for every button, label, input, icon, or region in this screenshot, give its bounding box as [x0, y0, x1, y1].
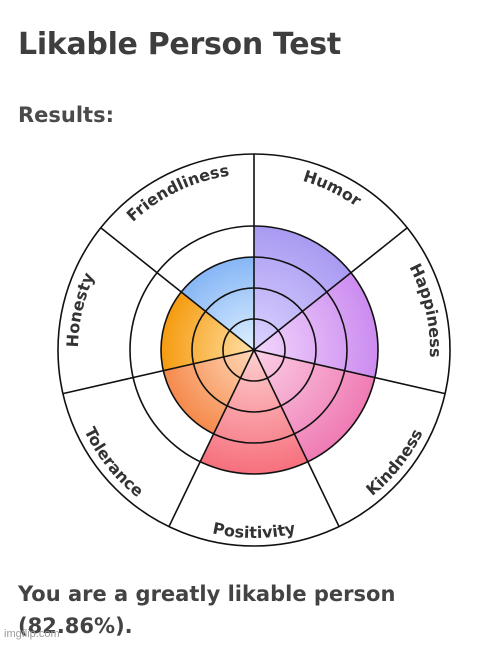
wedge-friendliness	[181, 257, 254, 350]
label-humor: Humor	[301, 166, 365, 210]
result-summary: You are a greatly likable person (82.86%…	[18, 582, 396, 638]
label-positivity: Positivity	[211, 518, 297, 542]
wedge-honesty	[161, 292, 254, 371]
watermark: imgflip.com	[4, 628, 60, 640]
spoke-line	[62, 349, 255, 395]
polar-area-chart: Humor Happiness Kindness Positivity Toleranc…	[57, 153, 451, 547]
label-tolerance: Tolerance	[81, 424, 148, 501]
spoke-line	[253, 349, 340, 527]
page-title: Likable Person Test	[18, 27, 341, 62]
likability-chart: Humor Happiness Kindness Positivity Toleranc…	[54, 150, 454, 550]
spoke-line	[253, 349, 446, 395]
results-heading: Results:	[18, 103, 114, 127]
label-kindness: Kindness	[362, 426, 426, 500]
wedge-humor	[254, 226, 351, 350]
spoke-line	[253, 227, 408, 351]
spoke-line	[100, 227, 255, 351]
label-happiness: Happiness	[406, 260, 445, 357]
label-honesty: Honesty	[63, 269, 98, 348]
spoke-line	[168, 349, 255, 527]
